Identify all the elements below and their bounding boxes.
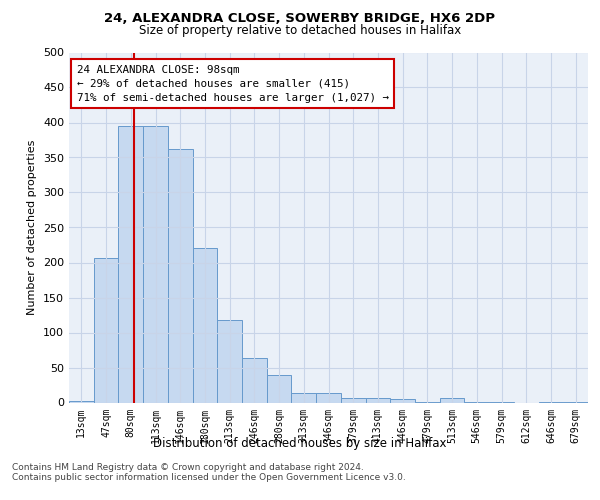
Text: 24, ALEXANDRA CLOSE, SOWERBY BRIDGE, HX6 2DP: 24, ALEXANDRA CLOSE, SOWERBY BRIDGE, HX6…: [104, 12, 496, 26]
Bar: [316, 392, 341, 402]
Bar: [193, 248, 217, 402]
Bar: [267, 374, 292, 402]
Bar: [390, 399, 415, 402]
Bar: [440, 398, 464, 402]
Bar: [217, 320, 242, 402]
Bar: [143, 126, 168, 402]
Bar: [168, 149, 193, 403]
Bar: [118, 126, 143, 402]
Bar: [365, 398, 390, 402]
Y-axis label: Number of detached properties: Number of detached properties: [28, 140, 37, 315]
Text: Contains HM Land Registry data © Crown copyright and database right 2024.
Contai: Contains HM Land Registry data © Crown c…: [12, 462, 406, 482]
Bar: [292, 394, 316, 402]
Bar: [242, 358, 267, 403]
Bar: [69, 401, 94, 402]
Text: Distribution of detached houses by size in Halifax: Distribution of detached houses by size …: [153, 438, 447, 450]
Bar: [94, 258, 118, 402]
Text: Size of property relative to detached houses in Halifax: Size of property relative to detached ho…: [139, 24, 461, 37]
Bar: [341, 398, 365, 402]
Text: 24 ALEXANDRA CLOSE: 98sqm
← 29% of detached houses are smaller (415)
71% of semi: 24 ALEXANDRA CLOSE: 98sqm ← 29% of detac…: [77, 64, 389, 103]
